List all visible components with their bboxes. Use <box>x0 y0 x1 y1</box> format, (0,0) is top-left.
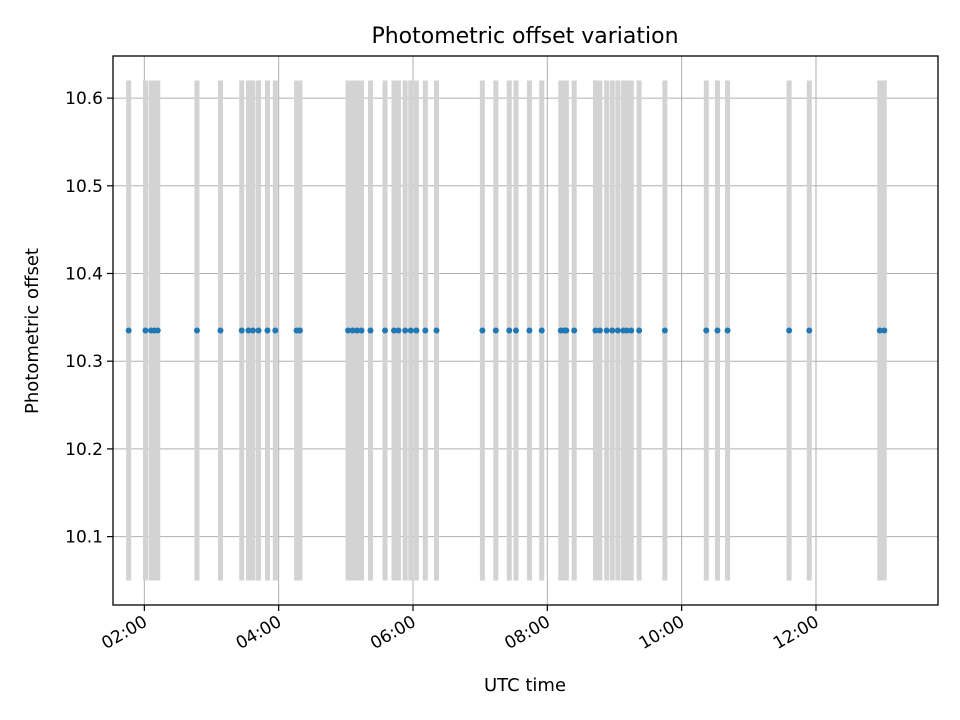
data-point <box>609 327 616 334</box>
data-point <box>125 327 132 334</box>
points <box>125 327 888 334</box>
data-point <box>538 327 545 334</box>
data-point <box>345 327 352 334</box>
data-point <box>806 327 813 334</box>
y-tick-label: 10.1 <box>65 528 103 548</box>
data-point <box>272 327 279 334</box>
data-point <box>571 327 578 334</box>
y-tick-label: 10.5 <box>65 177 103 197</box>
data-point <box>245 327 252 334</box>
data-point <box>367 327 374 334</box>
data-point <box>193 327 200 334</box>
data-point <box>661 327 668 334</box>
data-point <box>407 327 414 334</box>
data-point <box>217 327 224 334</box>
data-point <box>724 327 731 334</box>
data-point <box>703 327 710 334</box>
data-point <box>413 327 420 334</box>
data-point <box>255 327 262 334</box>
data-point <box>390 327 397 334</box>
data-point <box>628 327 635 334</box>
y-tick-label: 10.4 <box>65 264 103 284</box>
data-point <box>154 327 161 334</box>
data-point <box>506 327 513 334</box>
data-point <box>876 327 883 334</box>
data-point <box>358 327 365 334</box>
chart-title: Photometric offset variation <box>371 24 678 49</box>
data-point <box>249 327 256 334</box>
data-point <box>402 327 409 334</box>
data-point <box>714 327 721 334</box>
data-point <box>614 327 621 334</box>
data-point <box>881 327 888 334</box>
data-point <box>512 327 519 334</box>
data-point <box>349 327 356 334</box>
data-point <box>382 327 389 334</box>
y-tick-label: 10.2 <box>65 440 103 460</box>
y-tick-label: 10.3 <box>65 352 103 372</box>
data-point <box>142 327 149 334</box>
data-point <box>264 327 271 334</box>
plot-frame <box>112 55 939 606</box>
data-point <box>526 327 533 334</box>
y-axis-label: Photometric offset <box>22 248 43 414</box>
data-point <box>786 327 793 334</box>
x-axis-label: UTC time <box>484 675 566 696</box>
data-point <box>563 327 570 334</box>
data-point <box>433 327 440 334</box>
data-point <box>596 327 603 334</box>
data-point <box>592 327 599 334</box>
data-point <box>238 327 245 334</box>
data-point <box>623 327 630 334</box>
data-point <box>603 327 610 334</box>
data-point <box>354 327 361 334</box>
data-point <box>636 327 643 334</box>
data-point <box>296 327 303 334</box>
y-tick-label: 10.6 <box>65 89 103 109</box>
data-point <box>479 327 486 334</box>
data-point <box>395 327 402 334</box>
data-point <box>422 327 429 334</box>
data-point <box>492 327 499 334</box>
